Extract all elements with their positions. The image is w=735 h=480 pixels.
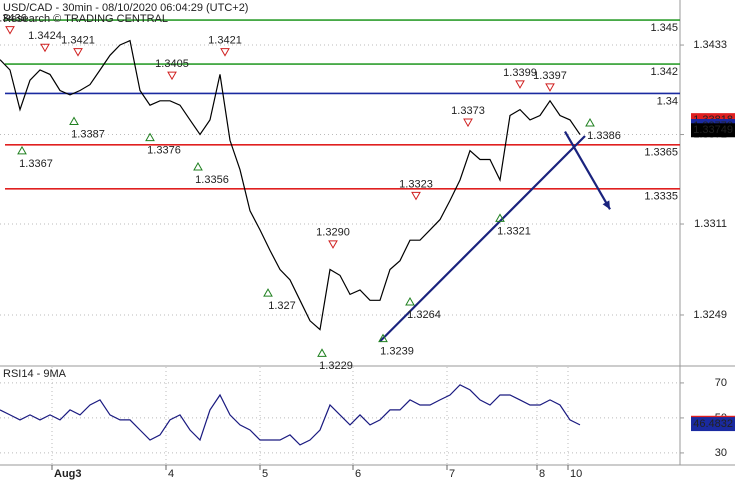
level-label: 1.34 <box>657 95 678 107</box>
arrow-head <box>602 200 610 210</box>
pivot-low-marker <box>193 161 203 171</box>
pivot-low-marker <box>317 348 327 357</box>
pivot-high-marker <box>220 48 230 57</box>
level-label: 1.342 <box>650 66 678 78</box>
pivot-low-marker <box>378 333 388 343</box>
trend-line <box>564 131 611 210</box>
pivot-high-marker <box>411 191 421 201</box>
x-tick-label: 7 <box>449 468 455 480</box>
y-tick-label: 1.3249 <box>693 309 727 321</box>
pivot-high-marker <box>545 83 555 92</box>
pivot-low-marker <box>145 132 155 142</box>
x-tick-label: 4 <box>168 468 174 480</box>
x-tick-label: 10 <box>570 468 582 480</box>
pivot-label: 1.3376 <box>147 145 181 157</box>
price-tag <box>691 417 735 432</box>
pivot-low-marker <box>495 213 505 222</box>
pivot-label: 1.3356 <box>195 174 229 186</box>
price-tag <box>691 123 735 138</box>
pivot-label: 1.3424 <box>28 30 62 42</box>
y-tick-label: 1.3311 <box>694 218 727 230</box>
pivot-label: 1.3321 <box>497 225 531 237</box>
chart-title: USD/CAD - 30min - 08/10/2020 06:04:29 (U… <box>3 2 248 14</box>
level-label: 1.3365 <box>644 147 678 159</box>
pivot-high-marker <box>463 118 473 128</box>
level-label: 1.3335 <box>644 191 678 203</box>
chart-subtitle: Research © TRADING CENTRAL <box>3 13 168 25</box>
pivot-high-marker <box>73 48 83 57</box>
price-line <box>0 39 581 331</box>
pivot-label: 1.3397 <box>533 70 567 82</box>
price-tag-label: 1.33749 <box>693 124 733 136</box>
pivot-high-marker <box>328 240 338 249</box>
trend-line <box>379 135 586 343</box>
pivot-low-marker <box>263 288 273 297</box>
y-tick-label: 1.3433 <box>693 39 727 51</box>
pivot-label: 1.3399 <box>503 67 537 79</box>
level-label: 1.345 <box>650 22 678 34</box>
pivot-label: 1.327 <box>268 300 296 312</box>
x-tick-label: 5 <box>262 468 268 480</box>
pivot-label: 1.3387 <box>71 128 105 140</box>
pivot-low-marker <box>17 145 27 155</box>
y-tick-label: 30 <box>715 447 727 459</box>
price-tag-label: 46.4832 <box>693 418 733 430</box>
pivot-label: 1.3264 <box>407 309 441 321</box>
pivot-label: 1.3373 <box>451 105 485 117</box>
pivot-high-marker <box>40 43 50 53</box>
pivot-low-marker <box>69 116 79 126</box>
pivot-label: 1.3405 <box>155 58 189 70</box>
pivot-label: 1.3421 <box>208 35 242 47</box>
pivot-high-marker <box>515 80 525 89</box>
pivot-label: 1.3290 <box>316 227 350 239</box>
pivot-label: 1.3239 <box>380 346 414 358</box>
pivot-label: 1.3367 <box>19 158 53 170</box>
pivot-high-marker <box>167 71 177 81</box>
pivot-low-marker <box>585 117 595 127</box>
price-line <box>0 384 581 446</box>
y-tick-label: 70 <box>715 377 727 389</box>
plot-layer: 1.32491.33111.33721.34331.3451.3421.341.… <box>0 13 735 480</box>
pivot-high-marker <box>5 26 15 35</box>
pivot-label: 1.3436 <box>0 13 27 25</box>
x-tick-label: 8 <box>539 468 545 480</box>
pivot-label: 1.3386 <box>587 130 621 142</box>
pivot-low-marker <box>405 296 415 306</box>
x-tick-label: 6 <box>355 468 361 480</box>
pivot-label: 1.3323 <box>399 178 433 190</box>
panel-title: RSI14 - 9MA <box>3 368 67 380</box>
x-tick-label: Aug3 <box>54 468 82 480</box>
pivot-label: 1.3421 <box>61 35 95 47</box>
pivot-label: 1.3229 <box>319 360 353 372</box>
